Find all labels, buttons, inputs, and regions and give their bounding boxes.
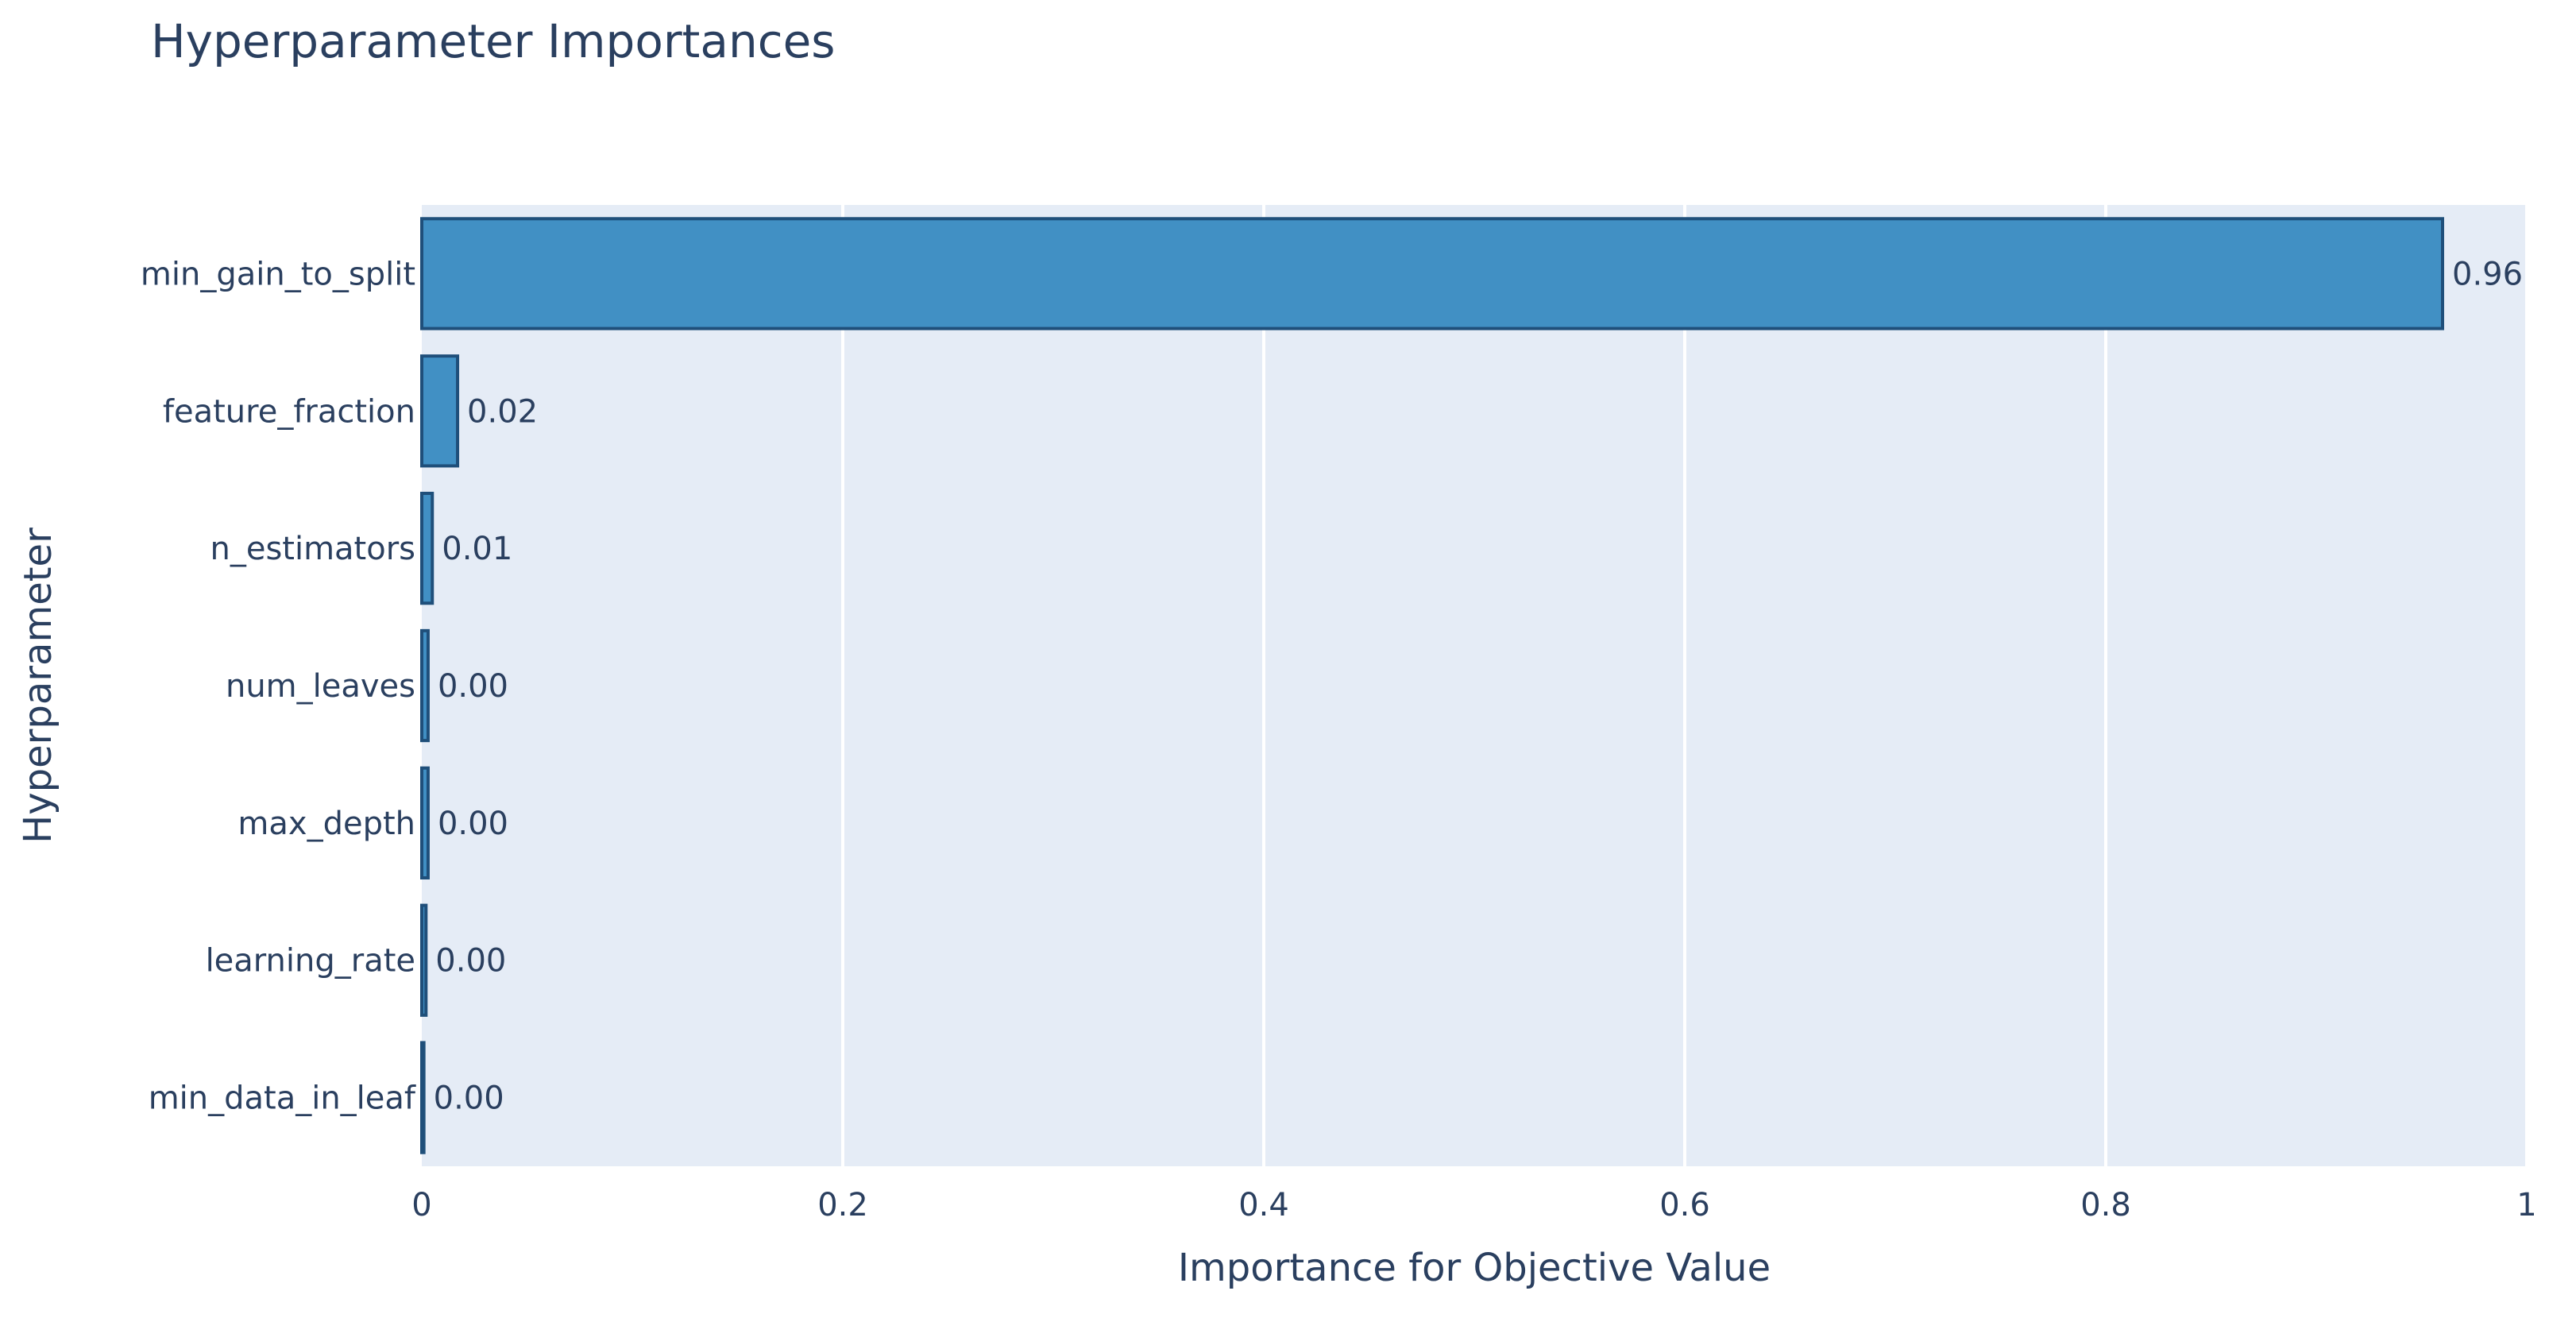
data-label: 0.01	[442, 531, 512, 567]
grid-lines	[841, 205, 2528, 1166]
x-tick-label: 0	[411, 1187, 431, 1223]
data-labels: 0.96 0.02 0.01 0.00 0.00 0.00 0.00	[434, 256, 2523, 1116]
data-label: 0.00	[434, 1080, 504, 1117]
bar	[420, 217, 2444, 330]
x-tick-label: 0.6	[1659, 1187, 1710, 1223]
bar	[420, 492, 434, 605]
y-tick-label: min_gain_to_split	[141, 256, 415, 292]
y-tick-label: n_estimators	[210, 531, 415, 567]
bar	[420, 1041, 426, 1154]
x-tick-label: 1	[2516, 1187, 2536, 1223]
chart-title: Hyperparameter Importances	[151, 14, 836, 68]
y-tick-label: num_leaves	[226, 668, 415, 705]
y-tick-label: learning_rate	[206, 943, 415, 980]
bar	[420, 766, 430, 880]
plot-area	[422, 205, 2527, 1166]
data-label: 0.00	[438, 806, 508, 842]
y-tick-label: feature_fraction	[163, 393, 415, 430]
y-axis-title: Hyperparameter	[16, 528, 60, 844]
x-tick-labels: 0 0.2 0.4 0.6 0.8 1	[411, 1187, 2536, 1223]
y-tick-label: max_depth	[238, 806, 415, 842]
data-label: 0.96	[2452, 256, 2523, 292]
x-axis-title: Importance for Objective Value	[1178, 1246, 1771, 1290]
data-label: 0.02	[467, 393, 538, 430]
x-tick-label: 0.2	[817, 1187, 868, 1223]
x-tick-label: 0.4	[1238, 1187, 1289, 1223]
bar	[420, 903, 428, 1017]
bar	[420, 628, 430, 743]
y-tick-label: min_data_in_leaf	[149, 1080, 416, 1117]
data-label: 0.00	[438, 668, 508, 705]
y-tick-labels: min_gain_to_split feature_fraction n_estim…	[141, 256, 416, 1116]
x-tick-label: 0.8	[2080, 1187, 2131, 1223]
bar	[420, 354, 460, 468]
data-label: 0.00	[435, 943, 506, 980]
bars	[420, 217, 2444, 1154]
